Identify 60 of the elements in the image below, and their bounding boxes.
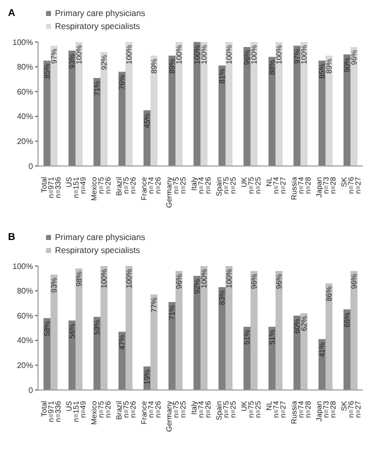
chart-title: A: [8, 8, 16, 21]
y-tick-label: 100%: [12, 38, 33, 47]
y-tick-label: 0: [28, 386, 34, 395]
bar: [344, 309, 350, 390]
bar: [176, 270, 182, 390]
bar: [250, 270, 258, 390]
bar: [126, 266, 132, 390]
bar: [326, 283, 332, 390]
bar: [326, 56, 332, 166]
legend-label: Primary care physicians: [55, 8, 146, 18]
legend-label: Respiratory specialists: [55, 245, 140, 255]
bar: [300, 42, 308, 166]
bar: [168, 302, 176, 390]
bar: [194, 276, 200, 390]
bar: [350, 270, 358, 390]
bar: [318, 60, 326, 166]
bar: [350, 46, 358, 166]
bar: [218, 66, 226, 166]
legend-label: Primary care physicians: [55, 232, 146, 242]
bar: [226, 266, 232, 390]
bar: [194, 42, 200, 166]
y-tick-label: 20%: [16, 137, 33, 146]
bar: [300, 313, 308, 390]
bar: [294, 46, 300, 166]
bar: [218, 287, 226, 390]
bar: [150, 56, 158, 166]
bar: [168, 56, 176, 166]
bar: [126, 42, 132, 166]
bar: [50, 46, 58, 166]
bar: [76, 268, 82, 390]
bar: [276, 270, 282, 390]
bar: [176, 42, 182, 166]
bar: [100, 266, 108, 390]
bar: [344, 54, 350, 166]
bar: [244, 46, 250, 166]
bar: [150, 294, 158, 390]
y-tick-label: 40%: [16, 112, 33, 122]
bar: [200, 266, 208, 390]
bar: [118, 72, 126, 166]
y-tick-label: 80%: [16, 286, 33, 296]
chart-title: B: [8, 232, 16, 245]
y-tick-label: 0: [28, 162, 34, 171]
y-tick-label: 60%: [16, 311, 33, 320]
y-tick-label: 60%: [16, 87, 33, 96]
bar: [276, 42, 282, 166]
y-tick-label: 40%: [16, 336, 33, 346]
bar: [50, 274, 58, 390]
bar: [100, 52, 108, 166]
legend-label: Respiratory specialists: [55, 21, 140, 31]
y-tick-label: 20%: [16, 361, 33, 370]
bar: [226, 42, 232, 166]
bar: [68, 50, 76, 166]
y-tick-label: 100%: [12, 262, 33, 271]
bar: [250, 42, 258, 166]
bar: [94, 78, 100, 166]
bar: [44, 60, 50, 166]
y-tick-label: 80%: [16, 62, 33, 72]
bar: [268, 56, 276, 166]
bar: [200, 42, 208, 166]
bar: [76, 42, 82, 166]
